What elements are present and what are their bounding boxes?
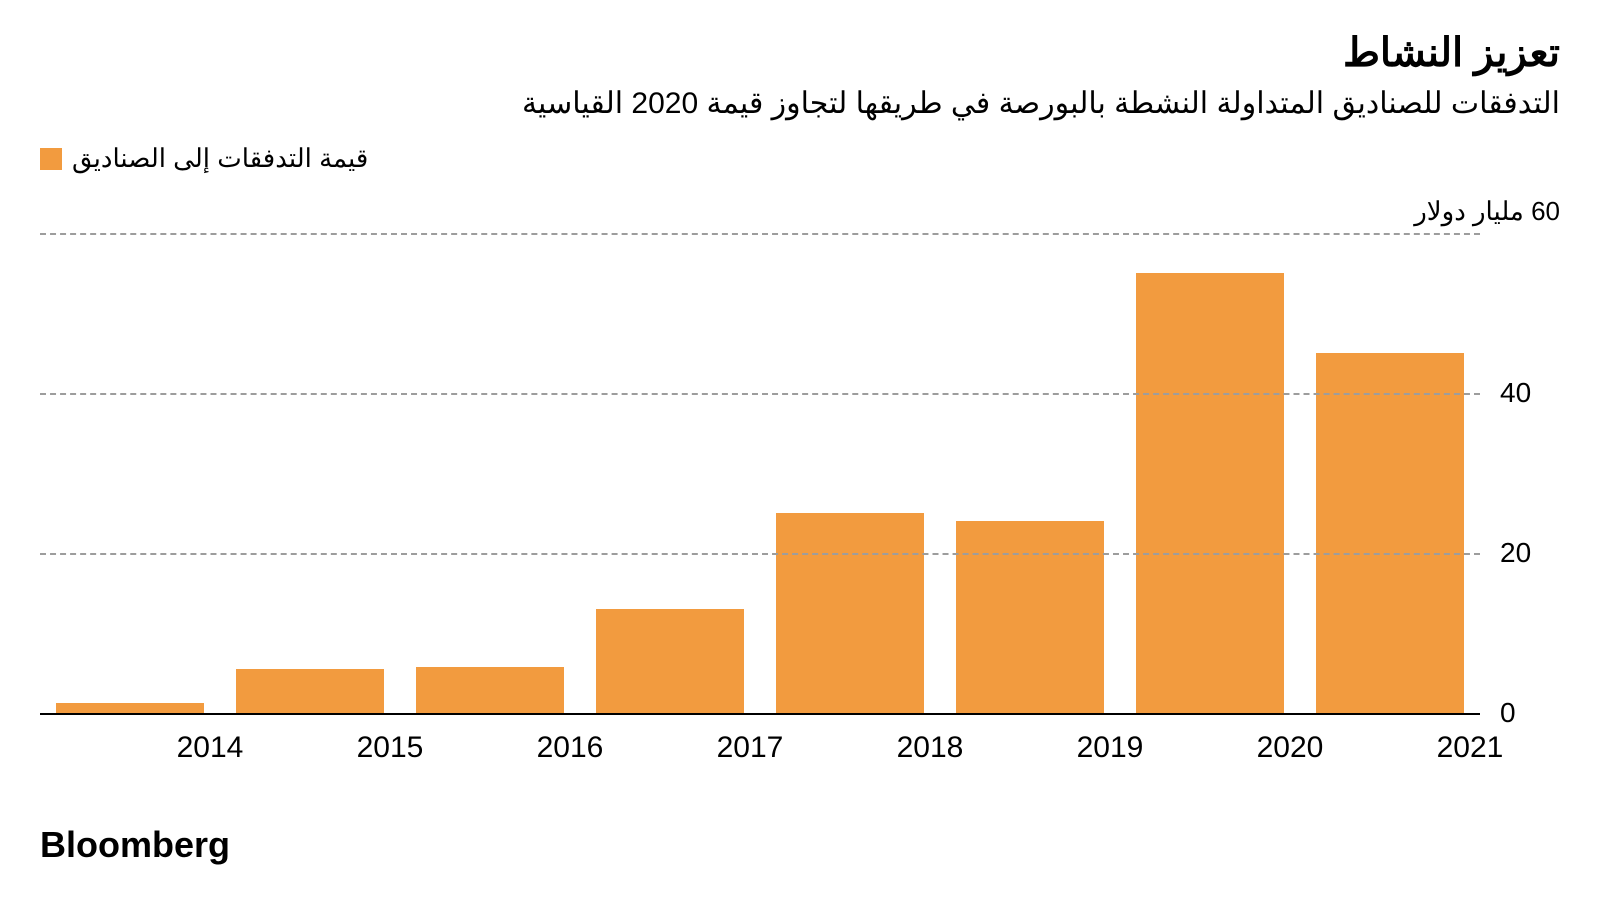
bar [236, 669, 384, 713]
bar [956, 521, 1104, 713]
x-tick-label: 2021 [1437, 731, 1504, 765]
bars-group [40, 233, 1480, 713]
baseline [40, 713, 1480, 715]
bar [56, 703, 204, 713]
bar [776, 513, 924, 713]
x-tick-label: 2017 [717, 731, 784, 765]
gridline [40, 553, 1480, 555]
x-tick-label: 2014 [177, 731, 244, 765]
source-attribution: Bloomberg [40, 824, 230, 866]
y-tick-label: 40 [1500, 377, 1531, 409]
bar [596, 609, 744, 713]
chart-subtitle: التدفقات للصناديق المتداولة النشطة بالبو… [40, 86, 1560, 121]
chart-container: تعزيز النشاط التدفقات للصناديق المتداولة… [0, 0, 1600, 900]
x-axis-labels: 2014 2015 2016 2017 2018 2019 2020 2021 [120, 731, 1560, 781]
x-tick-label: 2020 [1257, 731, 1324, 765]
bar [416, 667, 564, 713]
bar [1316, 353, 1464, 713]
x-tick-label: 2018 [897, 731, 964, 765]
gridline [40, 393, 1480, 395]
gridline [40, 233, 1480, 235]
legend-swatch [40, 148, 62, 170]
bar [1136, 273, 1284, 713]
x-tick-label: 2016 [537, 731, 604, 765]
chart-plot-wrap: 02040 [40, 233, 1560, 713]
x-tick-label: 2015 [357, 731, 424, 765]
chart-title: تعزيز النشاط [40, 30, 1560, 76]
x-tick-label: 2019 [1077, 731, 1144, 765]
legend: قيمة التدفقات إلى الصناديق [40, 143, 1560, 174]
plot-area [40, 233, 1480, 713]
legend-label: قيمة التدفقات إلى الصناديق [72, 143, 368, 174]
y-tick-label: 0 [1500, 697, 1516, 729]
y-tick-label: 20 [1500, 537, 1531, 569]
y-axis-unit-label: 60 مليار دولار [40, 196, 1560, 227]
